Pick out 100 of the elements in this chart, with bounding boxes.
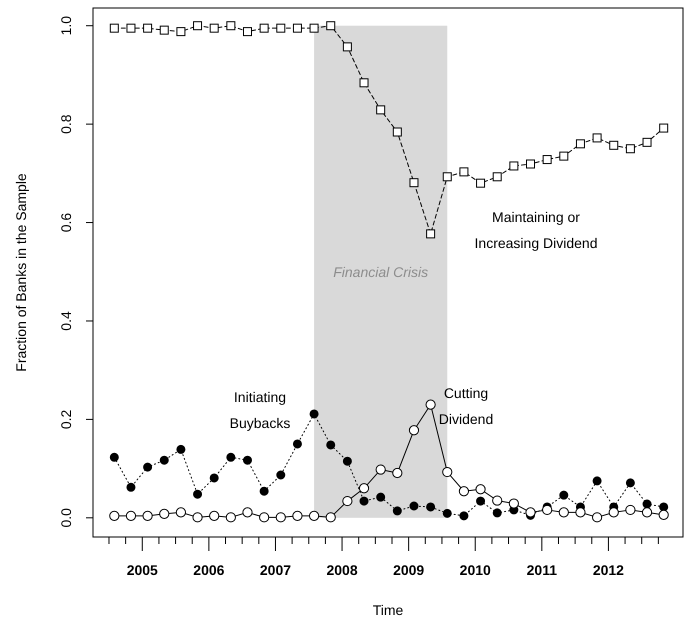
point bbox=[142, 510, 153, 521]
point bbox=[559, 152, 568, 161]
point bbox=[442, 466, 452, 478]
y-axis-title: Fraction of Banks in the Sample bbox=[13, 173, 29, 372]
y-tick-label: 0.4 bbox=[58, 311, 74, 331]
point bbox=[426, 502, 436, 512]
point bbox=[226, 21, 236, 30]
band-label: Financial Crisis bbox=[333, 264, 428, 280]
point bbox=[193, 490, 202, 499]
point bbox=[210, 24, 219, 33]
point bbox=[176, 444, 186, 454]
point bbox=[392, 128, 402, 137]
point bbox=[492, 172, 502, 182]
point bbox=[126, 24, 136, 33]
y-tick-label: 0.8 bbox=[58, 114, 74, 134]
point bbox=[209, 510, 220, 521]
point bbox=[525, 507, 536, 518]
point bbox=[592, 133, 602, 142]
point bbox=[626, 144, 635, 154]
point bbox=[492, 495, 502, 506]
point bbox=[609, 140, 618, 150]
x-tick-label: 2009 bbox=[393, 562, 424, 578]
point bbox=[576, 139, 585, 148]
y-tick-label: 0.2 bbox=[58, 409, 74, 430]
point bbox=[409, 178, 418, 188]
point bbox=[442, 508, 452, 518]
point bbox=[260, 24, 269, 33]
point bbox=[260, 486, 269, 496]
point bbox=[360, 496, 369, 506]
point bbox=[126, 510, 136, 521]
point bbox=[276, 470, 286, 480]
point bbox=[392, 506, 402, 516]
point bbox=[592, 476, 602, 486]
point bbox=[659, 124, 668, 133]
point bbox=[160, 26, 169, 35]
x-tick-label: 2011 bbox=[526, 562, 558, 578]
point bbox=[326, 21, 336, 30]
point bbox=[559, 490, 568, 500]
point bbox=[342, 42, 352, 52]
x-tick-label: 2007 bbox=[260, 562, 292, 578]
point bbox=[342, 496, 352, 506]
point bbox=[226, 452, 236, 462]
point bbox=[575, 507, 586, 518]
point bbox=[642, 500, 652, 509]
point bbox=[143, 462, 152, 472]
series-label: Cutting Dividend bbox=[438, 385, 494, 427]
point bbox=[608, 507, 619, 518]
point bbox=[475, 484, 486, 494]
point bbox=[509, 161, 518, 170]
point bbox=[342, 456, 352, 466]
point bbox=[292, 439, 302, 448]
point bbox=[126, 482, 136, 492]
point bbox=[159, 508, 170, 519]
point bbox=[458, 486, 470, 496]
point bbox=[392, 468, 402, 478]
point bbox=[292, 24, 302, 33]
point bbox=[625, 504, 636, 516]
point bbox=[442, 172, 452, 182]
point bbox=[376, 492, 386, 502]
point bbox=[558, 507, 569, 518]
point bbox=[476, 496, 486, 506]
point bbox=[160, 456, 169, 465]
y-tick-label: 0.0 bbox=[58, 508, 74, 528]
point bbox=[326, 512, 336, 522]
point bbox=[310, 24, 319, 33]
point bbox=[459, 511, 468, 520]
point bbox=[242, 456, 252, 465]
point bbox=[276, 512, 286, 522]
x-tick-label: 2006 bbox=[193, 562, 225, 578]
point bbox=[276, 24, 286, 33]
point bbox=[193, 21, 202, 30]
point bbox=[542, 504, 552, 516]
point bbox=[143, 24, 152, 33]
point bbox=[210, 473, 219, 482]
point bbox=[110, 24, 119, 33]
series-label: Maintaining or Increasing Dividend bbox=[474, 209, 598, 251]
x-axis-title: Time bbox=[372, 602, 404, 618]
point bbox=[659, 502, 668, 512]
point bbox=[376, 464, 386, 475]
point bbox=[408, 425, 420, 436]
x-tick-label: 2008 bbox=[326, 562, 358, 578]
x-tick-label: 2005 bbox=[126, 562, 158, 578]
y-tick-label: 1.0 bbox=[58, 16, 74, 36]
point bbox=[176, 27, 186, 36]
point bbox=[476, 178, 486, 188]
point bbox=[109, 510, 120, 521]
point bbox=[508, 498, 519, 509]
point bbox=[326, 440, 336, 450]
point bbox=[192, 512, 203, 522]
point bbox=[376, 105, 386, 114]
x-tick-label: 2012 bbox=[592, 562, 624, 578]
point bbox=[426, 229, 436, 238]
point bbox=[226, 512, 236, 522]
point bbox=[242, 507, 253, 518]
series-label: Initiating Buybacks bbox=[230, 389, 290, 431]
point bbox=[110, 452, 119, 462]
point bbox=[492, 508, 502, 518]
y-tick-label: 0.6 bbox=[58, 212, 74, 232]
point bbox=[409, 502, 418, 510]
point bbox=[426, 400, 436, 410]
